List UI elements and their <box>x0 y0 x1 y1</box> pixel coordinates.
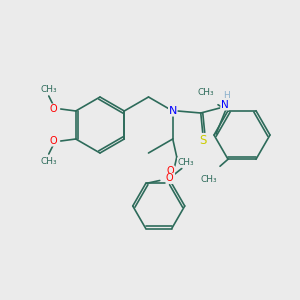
Text: CH₃: CH₃ <box>177 158 194 167</box>
Text: CH₃: CH₃ <box>201 175 217 184</box>
Text: H: H <box>224 92 230 100</box>
Text: S: S <box>199 134 206 146</box>
Text: O: O <box>50 104 58 114</box>
Text: N: N <box>169 106 177 116</box>
Text: N: N <box>221 100 229 110</box>
Text: CH₃: CH₃ <box>198 88 214 97</box>
Text: O: O <box>167 166 175 176</box>
Text: CH₃: CH₃ <box>40 85 57 94</box>
Text: CH₃: CH₃ <box>40 157 57 166</box>
Text: O: O <box>50 136 58 146</box>
Text: O: O <box>166 173 174 184</box>
